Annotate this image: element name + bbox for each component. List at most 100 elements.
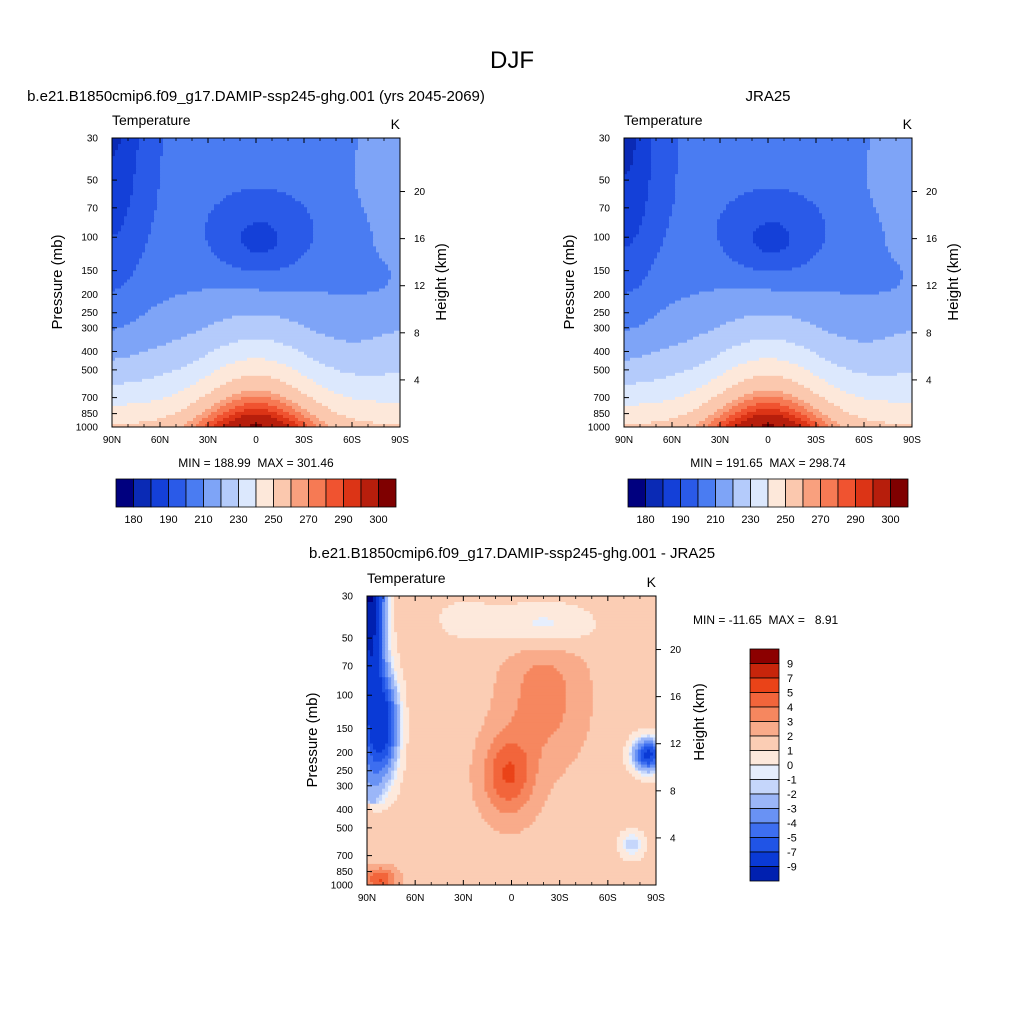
contour-cell [723, 411, 736, 416]
contour-cell [592, 707, 656, 711]
contour-cell [370, 222, 400, 226]
contour-cell [738, 363, 799, 368]
contour-cell [514, 653, 576, 657]
contour-cell [717, 231, 754, 235]
contour-cell [756, 408, 781, 413]
y2-tick-label: 12 [926, 281, 938, 292]
contour-cell [187, 333, 326, 338]
contour-cell [112, 189, 134, 193]
contour-cell [804, 405, 814, 410]
contour-cell [373, 234, 400, 238]
contour-cell [388, 620, 392, 624]
contour-cell [625, 740, 633, 745]
contour-cell [484, 773, 495, 778]
contour-cell [121, 225, 152, 229]
contour-cell [304, 414, 317, 419]
contour-cell [112, 372, 164, 377]
contour-cell [211, 390, 242, 395]
x-tick-label: 0 [253, 435, 259, 446]
contour-cell [292, 405, 302, 410]
contour-cell [367, 740, 371, 745]
contour-cell [367, 614, 377, 618]
contour-cell [208, 324, 305, 329]
contour-cell [789, 411, 802, 416]
contour-cell [241, 375, 272, 380]
contour-cell [628, 755, 633, 760]
contour-cell [559, 671, 591, 675]
contour-cell [391, 605, 395, 609]
contour-cell [735, 411, 748, 416]
colorbar-swatch [732, 478, 751, 508]
contour-cell [624, 351, 652, 356]
contour-cell [157, 189, 242, 193]
contour-cell [792, 399, 805, 404]
contour-cell [870, 147, 912, 151]
x-tick-label: 60S [599, 893, 617, 904]
contour-cell [717, 393, 745, 398]
contour-cell [526, 779, 537, 784]
contour-cell [310, 216, 368, 220]
contour-cell [394, 629, 446, 633]
contour-cell [837, 333, 895, 338]
contour-cell [379, 632, 383, 636]
contour-cell [529, 797, 549, 802]
contour-cell [813, 201, 874, 205]
contour-cell [783, 375, 820, 380]
contour-cell [391, 596, 395, 600]
contour-cell [786, 246, 823, 250]
contour-cell [367, 713, 389, 718]
contour-cell [589, 725, 656, 730]
contour-cell [783, 414, 796, 419]
contour-cell [367, 725, 371, 730]
contour-cell [403, 776, 470, 781]
contour-cell [184, 387, 215, 392]
contour-cell [675, 201, 730, 205]
contour-cell [400, 791, 473, 796]
contour-cell [385, 261, 400, 266]
contour-cell [373, 755, 386, 760]
contour-cell [112, 360, 194, 365]
contour-cell [112, 186, 134, 190]
contour-cell [115, 357, 200, 362]
contour-cell [675, 189, 754, 193]
contour-cell [391, 704, 395, 708]
contour-cell [292, 366, 335, 371]
contour-cell [382, 602, 386, 606]
contour-cell [526, 755, 543, 760]
contour-cell [586, 737, 630, 742]
contour-cell [241, 396, 272, 401]
contour-cell [130, 195, 158, 199]
contour-cell [373, 240, 400, 244]
contour-cell [565, 680, 594, 684]
contour-cell [508, 722, 561, 727]
contour-cell [622, 842, 627, 847]
contour-cell [382, 689, 389, 693]
contour-cell [624, 291, 628, 296]
contour-cell [891, 255, 912, 260]
contour-cell [376, 602, 380, 606]
contour-cell [157, 345, 221, 350]
contour-cell [394, 698, 398, 702]
contour-cell [493, 827, 525, 832]
contour-cell [397, 674, 404, 678]
contour-cell [355, 177, 400, 181]
contour-cell [789, 189, 871, 193]
contour-cell [226, 402, 245, 407]
contour-cell [391, 749, 395, 754]
contour-cell [388, 279, 400, 284]
contour-cell [373, 809, 383, 814]
contour-cell [726, 417, 736, 422]
contour-cell [633, 156, 652, 160]
contour-cell [313, 378, 400, 383]
contour-cell [379, 605, 383, 609]
contour-cell [553, 782, 656, 787]
contour-cell [547, 617, 594, 621]
contour-cell [271, 375, 308, 380]
contour-cell [112, 180, 134, 184]
contour-cell [298, 258, 383, 263]
contour-cell [220, 405, 236, 410]
contour-cell [394, 671, 398, 675]
contour-cell [223, 198, 296, 202]
